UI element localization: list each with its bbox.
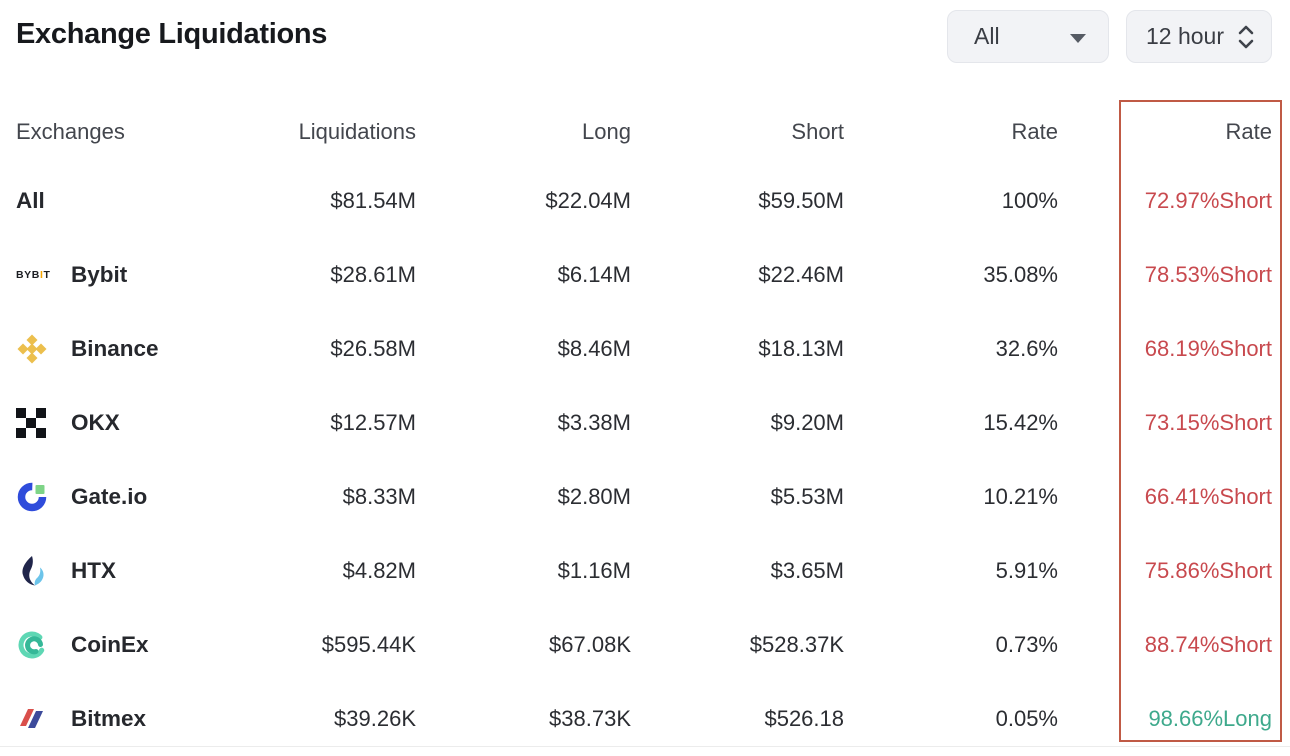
table-row[interactable]: CoinEx $595.44K $67.08K $528.37K 0.73% 8…	[0, 608, 1290, 682]
long-value: $8.46M	[557, 336, 631, 361]
gateio-icon	[16, 481, 58, 513]
exchange-cell: All	[16, 188, 256, 214]
dominance-value: 73.15%Short	[1144, 410, 1272, 435]
exchange-name: All	[16, 188, 45, 213]
topbar: Exchange Liquidations All 12 hour	[0, 0, 1290, 100]
column-header-rate-dominance[interactable]: Rate	[1225, 119, 1272, 144]
dominance-value: 72.97%Short	[1144, 188, 1272, 213]
short-value: $59.50M	[758, 188, 844, 213]
dominance-value: 66.41%Short	[1144, 484, 1272, 509]
exchange-filter-value: All	[974, 23, 1000, 49]
table-body: All $81.54M $22.04M $59.50M 100% 72.97%S…	[0, 164, 1290, 756]
htx-icon	[16, 555, 58, 587]
exchange-name: Bybit	[71, 262, 128, 287]
interval-value: 12 hour	[1146, 23, 1225, 49]
bybit-icon: BYBIT	[16, 269, 51, 281]
controls: All 12 hour	[947, 10, 1272, 63]
liquidations-table: Exchanges Liquidations Long Short Rate R…	[0, 100, 1290, 756]
exchange-name: Bitmex	[71, 706, 147, 731]
exchange-cell: CoinEx	[16, 629, 256, 661]
rate-value: 0.73%	[995, 632, 1058, 657]
liquidations-value: $81.54M	[330, 188, 416, 213]
rate-value: 5.91%	[995, 558, 1058, 583]
exchange-cell: HTX	[16, 555, 256, 587]
column-header-liquidations[interactable]: Liquidations	[298, 119, 416, 144]
exchange-cell: OKX	[16, 407, 256, 439]
exchange-filter-dropdown[interactable]: All	[947, 10, 1109, 63]
liquidations-value: $26.58M	[330, 336, 416, 361]
short-value: $526.18	[764, 706, 844, 731]
column-header-short[interactable]: Short	[791, 119, 844, 144]
liquidations-value: $28.61M	[330, 262, 416, 287]
exchange-cell: Gate.io	[16, 481, 256, 513]
long-value: $3.38M	[557, 410, 631, 435]
rate-value: 100%	[1001, 188, 1058, 213]
column-header-exchanges[interactable]: Exchanges	[16, 119, 125, 144]
short-value: $3.65M	[770, 558, 844, 583]
exchange-cell: Binance	[16, 333, 256, 365]
coinex-icon	[16, 629, 58, 661]
long-value: $67.08K	[549, 632, 631, 657]
okx-icon	[16, 407, 58, 439]
long-value: $38.73K	[549, 706, 631, 731]
long-value: $22.04M	[545, 188, 631, 213]
exchange-name: HTX	[71, 558, 116, 583]
binance-icon	[16, 333, 58, 365]
short-value: $9.20M	[770, 410, 844, 435]
dominance-value: 88.74%Short	[1144, 632, 1272, 657]
table-row[interactable]: All $81.54M $22.04M $59.50M 100% 72.97%S…	[0, 164, 1290, 238]
rate-value: 0.05%	[995, 706, 1058, 731]
short-value: $22.46M	[758, 262, 844, 287]
dominance-value: 98.66%Long	[1148, 706, 1272, 731]
rate-value: 32.6%	[995, 336, 1058, 361]
bitmex-icon	[16, 703, 58, 735]
interval-dropdown[interactable]: 12 hour	[1126, 10, 1272, 63]
exchange-name: OKX	[71, 410, 120, 435]
long-value: $6.14M	[557, 262, 631, 287]
liquidations-value: $12.57M	[330, 410, 416, 435]
dominance-value: 78.53%Short	[1144, 262, 1272, 287]
liquidations-value: $8.33M	[342, 484, 416, 509]
table-row[interactable]: OKX $12.57M $3.38M $9.20M 15.42% 73.15%S…	[0, 386, 1290, 460]
long-value: $1.16M	[557, 558, 631, 583]
column-header-long[interactable]: Long	[582, 119, 631, 144]
exchange-cell: BYBIT Bybit	[16, 259, 256, 291]
exchange-name: Gate.io	[71, 484, 148, 509]
exchange-name: CoinEx	[71, 632, 149, 657]
liquidations-value: $39.26K	[334, 706, 416, 731]
long-value: $2.80M	[557, 484, 631, 509]
rate-value: 15.42%	[983, 410, 1058, 435]
table-header-row: Exchanges Liquidations Long Short Rate R…	[0, 100, 1290, 164]
liquidations-value: $595.44K	[321, 632, 416, 657]
page-title: Exchange Liquidations	[16, 18, 328, 50]
liquidations-value: $4.82M	[342, 558, 416, 583]
short-value: $18.13M	[758, 336, 844, 361]
table-row[interactable]: Gate.io $8.33M $2.80M $5.53M 10.21% 66.4…	[0, 460, 1290, 534]
table-row[interactable]: Binance $26.58M $8.46M $18.13M 32.6% 68.…	[0, 312, 1290, 386]
table-row[interactable]: BYBIT Bybit $28.61M $6.14M $22.46M 35.08…	[0, 238, 1290, 312]
short-value: $528.37K	[749, 632, 844, 657]
table-row[interactable]: Bitmex $39.26K $38.73K $526.18 0.05% 98.…	[0, 682, 1290, 756]
rate-value: 35.08%	[983, 262, 1058, 287]
table-row[interactable]: HTX $4.82M $1.16M $3.65M 5.91% 75.86%Sho…	[0, 534, 1290, 608]
exchange-name: Binance	[71, 336, 159, 361]
chevron-down-icon	[1070, 33, 1086, 43]
column-header-rate[interactable]: Rate	[1011, 119, 1058, 144]
rate-value: 10.21%	[983, 484, 1058, 509]
short-value: $5.53M	[770, 484, 844, 509]
dominance-value: 68.19%Short	[1144, 336, 1272, 361]
exchange-cell: Bitmex	[16, 703, 256, 735]
stepper-icon	[1237, 24, 1255, 50]
table-bottom-divider	[0, 746, 1290, 747]
dominance-value: 75.86%Short	[1144, 558, 1272, 583]
